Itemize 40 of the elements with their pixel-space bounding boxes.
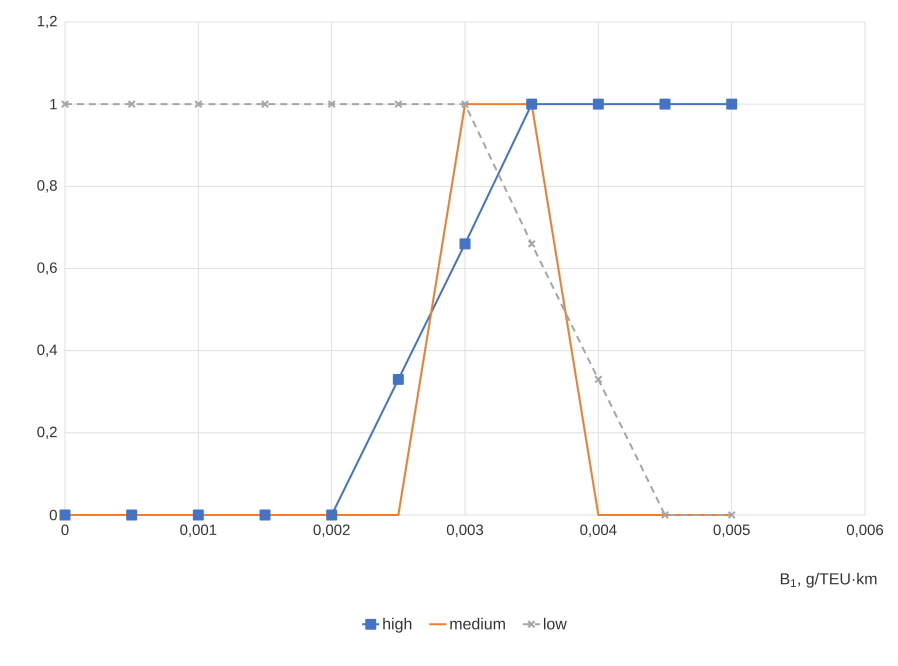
point [728,510,736,520]
point [460,100,470,108]
point [660,510,670,520]
point [726,98,738,110]
y-tick-label: 0,2 [37,426,57,439]
point [460,238,470,250]
y-tick-label: 1 [50,99,57,110]
point [60,510,70,520]
point [392,374,404,385]
point [592,98,604,110]
x-tick-label: 0,006 [846,524,884,537]
x-tick-label: 0,001 [180,524,216,537]
y-tick-label: 0 [50,510,57,520]
y-tick-label: 0,6 [37,262,57,275]
point [194,100,203,108]
point [260,100,270,108]
legend-label: low [544,618,567,630]
x-tick-label: 0 [61,524,69,536]
point [126,510,138,520]
point [528,240,536,248]
point [394,100,403,108]
x-tick-label: 0,005 [714,524,750,537]
legend-label: high [383,618,412,633]
point [60,100,70,108]
point [127,100,136,108]
x-axis-title: B$_{1}$, g/TEU·km [780,572,876,588]
y-tick-label: 0,8 [37,180,57,192]
x-tick-label: 0,004 [580,524,617,537]
point [326,510,338,520]
y-tick-label: 0,4 [37,344,58,357]
y-tick-label: 1,2 [38,16,57,28]
x-tick-label: 0,003 [446,524,484,537]
point [192,510,204,520]
point [260,510,270,520]
point [660,98,670,110]
x-tick-label: 0,002 [314,524,350,537]
point [594,375,603,384]
point [328,100,336,108]
legend-label: medium [450,618,505,630]
point [526,98,538,110]
